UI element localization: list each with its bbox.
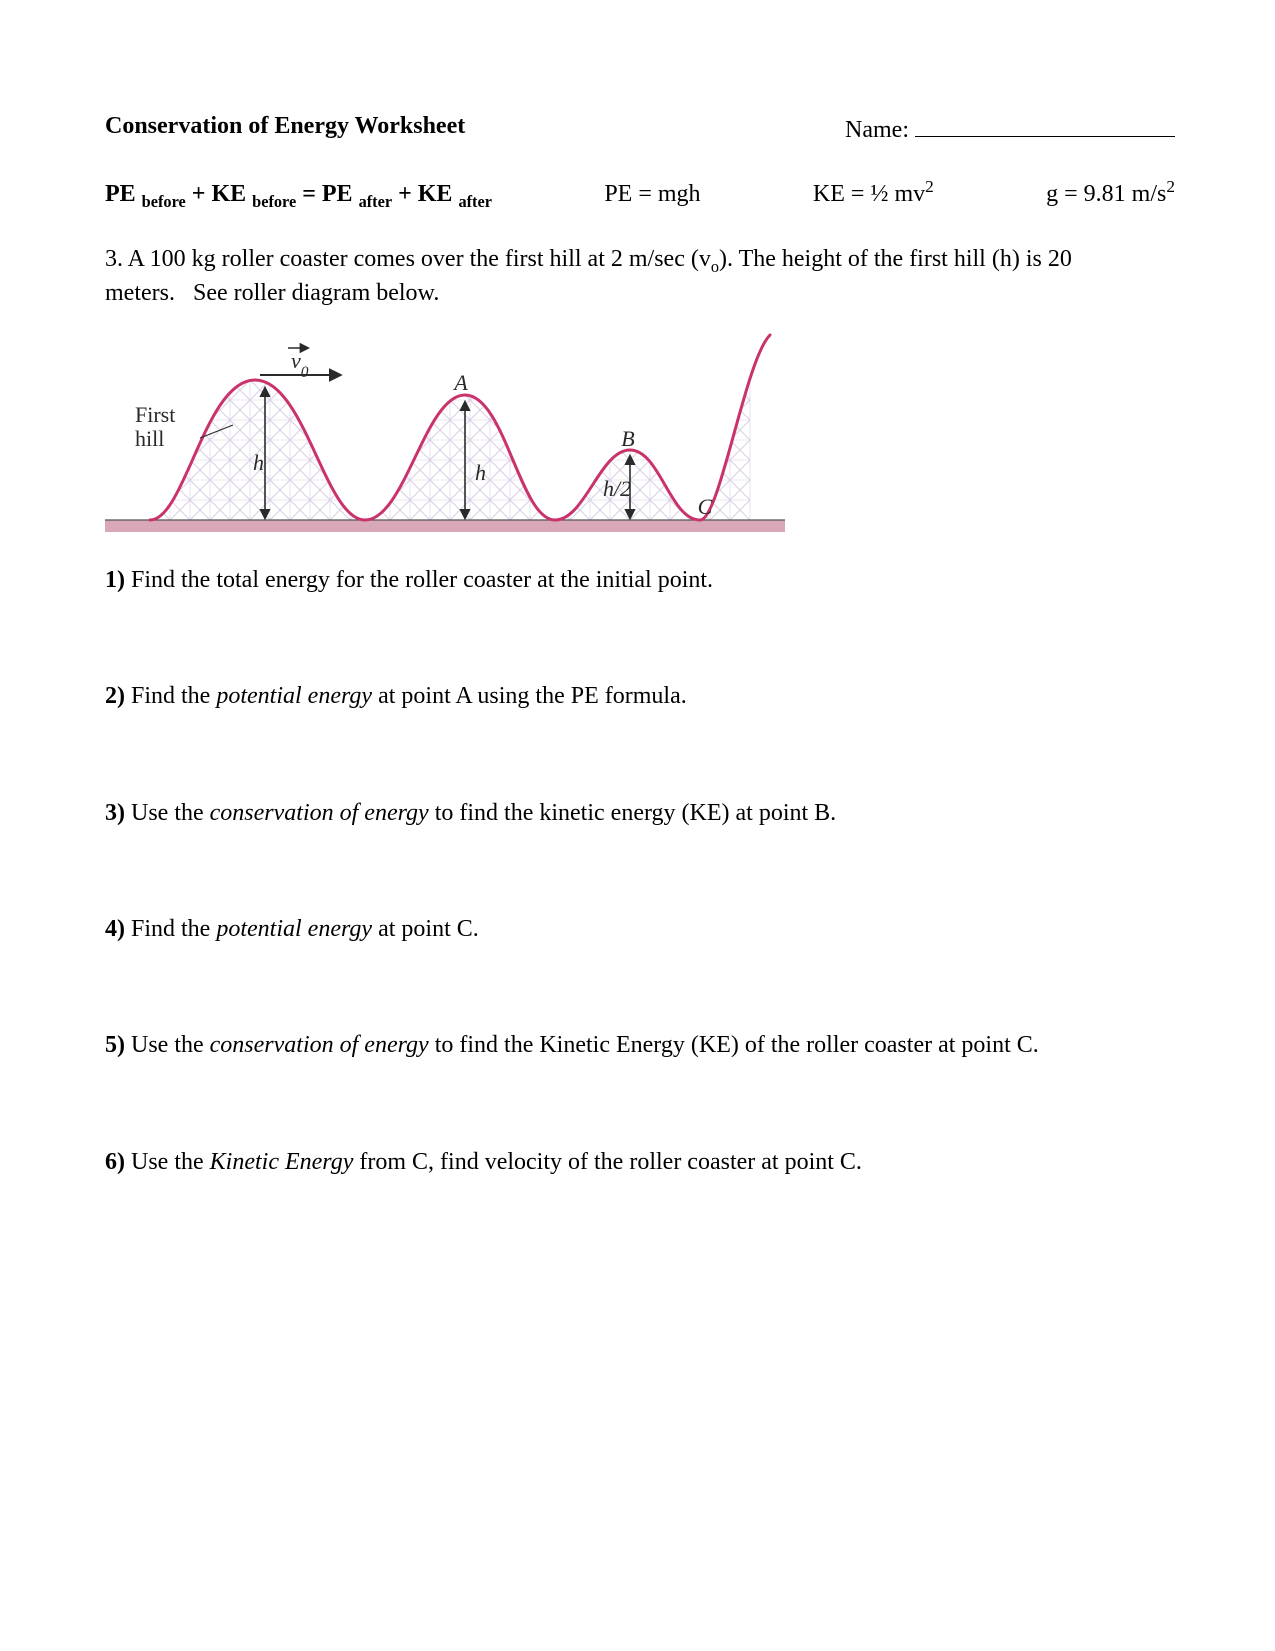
name-label: Name: (845, 114, 909, 146)
name-field: Name: (845, 110, 1175, 147)
question-text: Use the Kinetic Energy from C, find velo… (125, 1149, 862, 1175)
svg-text:h/2: h/2 (603, 476, 631, 501)
formula-conservation: PE before + KE before = PE after + KE af… (105, 178, 492, 213)
name-blank-line[interactable] (915, 110, 1175, 137)
question-text: Use the conservation of energy to find t… (125, 1032, 1039, 1058)
svg-text:First: First (135, 402, 175, 427)
question-2: 2) Find the potential energy at point A … (105, 680, 1175, 712)
svg-text:hill: hill (135, 426, 164, 451)
question-number: 4) (105, 916, 125, 942)
question-5: 5) Use the conservation of energy to fin… (105, 1029, 1175, 1061)
question-1: 1) Find the total energy for the roller … (105, 564, 1175, 596)
formula-row: PE before + KE before = PE after + KE af… (105, 175, 1175, 213)
question-number: 6) (105, 1149, 125, 1175)
question-number: 5) (105, 1032, 125, 1058)
question-number: 2) (105, 683, 125, 709)
problem-intro: 3. A 100 kg roller coaster comes over th… (105, 243, 1175, 310)
worksheet-page: Conservation of Energy Worksheet Name: P… (0, 0, 1275, 1651)
svg-text:C: C (698, 494, 713, 519)
worksheet-title: Conservation of Energy Worksheet (105, 110, 465, 147)
question-6: 6) Use the Kinetic Energy from C, find v… (105, 1146, 1175, 1178)
question-number: 1) (105, 567, 125, 593)
questions-list: 1) Find the total energy for the roller … (105, 564, 1175, 1178)
question-4: 4) Find the potential energy at point C. (105, 913, 1175, 945)
question-text: Find the potential energy at point A usi… (125, 683, 687, 709)
svg-text:h: h (253, 450, 264, 475)
svg-text:h: h (475, 460, 486, 485)
question-text: Find the potential energy at point C. (125, 916, 479, 942)
question-text: Find the total energy for the roller coa… (125, 567, 713, 593)
formula-pe: PE = mgh (604, 178, 700, 210)
svg-text:B: B (621, 426, 634, 451)
svg-text:A: A (452, 370, 468, 395)
question-number: 3) (105, 800, 125, 826)
formula-g: g = 9.81 m/s2 (1046, 175, 1175, 210)
formula-ke: KE = ½ mv2 (813, 175, 934, 210)
roller-coaster-diagram: Firsthillv0ABChhh/2 (105, 320, 1175, 550)
header-row: Conservation of Energy Worksheet Name: (105, 110, 1175, 147)
question-3: 3) Use the conservation of energy to fin… (105, 797, 1175, 829)
question-text: Use the conservation of energy to find t… (125, 800, 836, 826)
